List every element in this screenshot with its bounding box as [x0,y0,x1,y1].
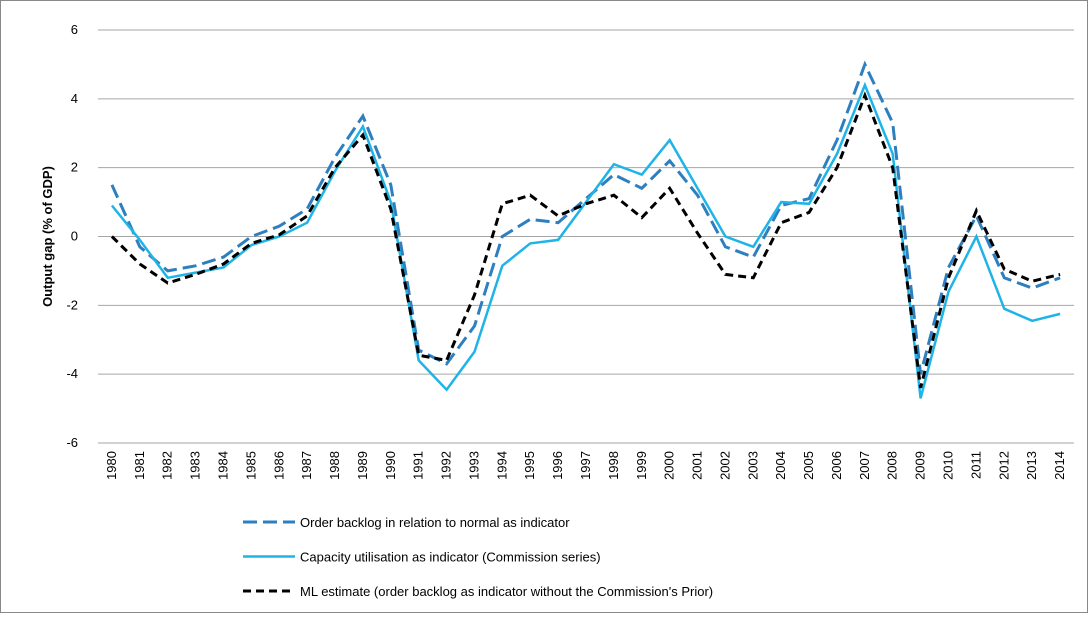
legend-label: Order backlog in relation to normal as i… [300,515,570,530]
y-axis-label: Output gap (% of GDP) [40,166,55,307]
x-tick-label: 2010 [941,451,956,480]
x-tick-label: 1985 [243,451,258,480]
x-tick-label: 1999 [634,451,649,480]
x-tick-label: 2006 [829,451,844,480]
x-tick-label: 1980 [104,451,119,480]
y-tick-label: -4 [66,366,78,381]
legend-label: ML estimate (order backlog as indicator … [300,584,713,599]
y-tick-label: -6 [66,435,78,450]
x-tick-label: 1986 [271,451,286,480]
series-line [110,60,1061,375]
x-tick-label: 2001 [690,451,705,480]
x-tick-label: 1990 [383,451,398,480]
x-tick-label: 1991 [411,451,426,480]
x-tick-label: 1988 [327,451,342,480]
legend-label: Capacity utilisation as indicator (Commi… [300,550,601,565]
x-tick-label: 1992 [439,451,454,480]
y-tick-label: 6 [71,22,78,37]
x-tick-label: 1998 [606,451,621,480]
x-tick-label: 1981 [132,451,147,480]
y-tick-label: -2 [66,297,78,312]
x-tick-label: 1989 [355,451,370,480]
x-tick-label: 1993 [466,451,481,480]
x-tick-label: 2012 [996,451,1011,480]
x-tick-label: 2008 [885,451,900,480]
y-tick-label: 2 [71,160,78,175]
x-tick-label: 1997 [578,451,593,480]
x-tick-label: 1983 [188,451,203,480]
x-tick-label: 2014 [1052,451,1067,480]
x-tick-label: 2009 [913,451,928,480]
x-tick-label: 2007 [857,451,872,480]
x-tick-label: 1982 [160,451,175,480]
x-tick-label: 2003 [745,451,760,480]
x-tick-label: 1987 [299,451,314,480]
x-tick-label: 2005 [801,451,816,480]
x-tick-label: 2011 [968,451,983,479]
x-tick-label: 1984 [215,451,230,480]
x-tick-label: 2013 [1024,451,1039,480]
x-tick-label: 1994 [494,451,509,480]
y-tick-label: 0 [71,229,78,244]
x-tick-label: 2004 [773,451,788,480]
x-tick-label: 2002 [717,451,732,480]
x-tick-label: 1996 [550,451,565,480]
series-line [110,91,1061,389]
x-tick-label: 1995 [522,451,537,480]
y-tick-label: 4 [71,91,78,106]
x-tick-label: 2000 [662,451,677,480]
